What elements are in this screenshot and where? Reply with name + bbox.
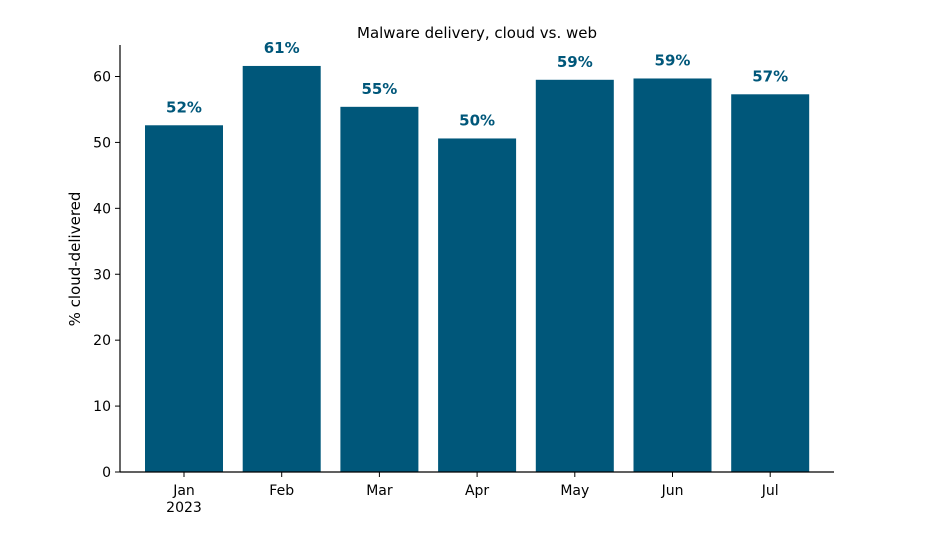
bar — [242, 65, 321, 472]
x-tick-label: Feb — [269, 483, 294, 499]
chart-title: Malware delivery, cloud vs. web — [357, 24, 597, 42]
x-tick-label: Jul — [761, 483, 779, 499]
bar-value-label: 55% — [361, 80, 397, 98]
y-tick-label: 0 — [102, 465, 111, 481]
bar-value-label: 59% — [557, 53, 593, 71]
bar-value-label: 57% — [752, 67, 788, 85]
y-tick-label: 60 — [93, 70, 111, 86]
bar — [340, 106, 419, 473]
bar — [145, 125, 223, 473]
x-tick-label: May — [560, 483, 589, 499]
bar — [731, 94, 810, 473]
bar — [633, 78, 712, 472]
bar-value-label: 50% — [459, 111, 495, 129]
x-tick-label: Apr — [465, 483, 489, 499]
y-tick-label: 40 — [93, 201, 111, 217]
y-tick-label: 20 — [93, 333, 111, 349]
bar-value-label: 52% — [166, 98, 202, 116]
y-tick-label: 10 — [93, 399, 111, 415]
bar — [438, 138, 517, 472]
x-tick-sublabel: 2023 — [166, 500, 202, 516]
bar-value-label: 59% — [655, 51, 691, 69]
y-axis-label: % cloud-delivered — [66, 192, 84, 327]
y-tick-label: 50 — [93, 135, 111, 151]
x-tick-label: Mar — [366, 483, 393, 499]
bar — [535, 79, 614, 472]
x-tick-label: Jan — [172, 483, 195, 499]
bar-value-label: 61% — [264, 39, 300, 57]
x-tick-label: Jun — [661, 483, 684, 499]
y-tick-label: 30 — [93, 267, 111, 283]
